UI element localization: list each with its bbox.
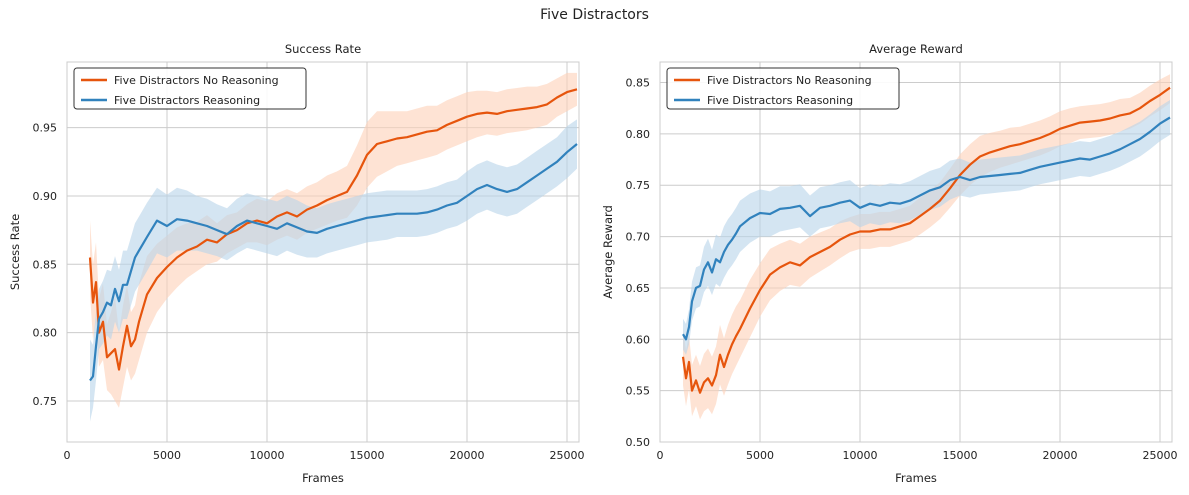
- average-reward-ytick-label: 0.65: [626, 282, 651, 295]
- average-reward-xtick-label: 5000: [746, 449, 774, 462]
- success-rate-ytick-label: 0.90: [33, 190, 58, 203]
- average-reward-xtick-label: 25000: [1143, 449, 1178, 462]
- average-reward-frame: [659, 61, 1173, 443]
- success-rate-xtick-label: 25000: [550, 449, 585, 462]
- average-reward-ytick-label: 0.75: [626, 179, 651, 192]
- success-rate-xlabel: Frames: [302, 471, 344, 485]
- average-reward-ytick-label: 0.60: [626, 333, 651, 346]
- success-rate-xtick-label: 5000: [153, 449, 181, 462]
- average-reward-panel: 0 5000 10000 15000 20000 25000 0.50 0.55 0.60 0.6…: [601, 42, 1178, 485]
- average-reward-legend-label-1: Five Distractors Reasoning: [707, 94, 853, 107]
- average-reward-legend-label-0: Five Distractors No Reasoning: [707, 74, 872, 87]
- average-reward-ylabel: Average Reward: [601, 205, 615, 299]
- average-reward-band-0: [683, 74, 1170, 420]
- success-rate-ytick-label: 0.95: [33, 122, 58, 135]
- average-reward-ytick-label: 0.55: [626, 385, 651, 398]
- average-reward-xtick-label: 0: [657, 449, 664, 462]
- success-rate-line-0: [88, 88, 578, 371]
- average-reward-band-1: [683, 100, 1170, 355]
- average-reward-ytick-label: 0.85: [626, 77, 651, 90]
- success-rate-ytick-label: 0.80: [33, 327, 58, 340]
- average-reward-xlabel: Frames: [895, 471, 937, 485]
- average-reward-line-1: [682, 116, 1171, 341]
- average-reward-ytick-label: 0.50: [626, 436, 651, 449]
- success-rate-legend-box: [73, 67, 307, 110]
- success-rate-panel: 0 5000 10000 15000 20000 25000 0.75 0.80 0.85 0.9…: [8, 42, 585, 485]
- success-rate-ylabel: Success Rate: [8, 214, 22, 290]
- average-reward-xtick-label: 15000: [943, 449, 978, 462]
- average-reward-xtick-label: 20000: [1043, 449, 1078, 462]
- success-rate-frame: [66, 61, 580, 443]
- average-reward-ytick-label: 0.80: [626, 128, 651, 141]
- average-reward-ytick-label: 0.70: [626, 231, 651, 244]
- success-rate-xtick-label: 20000: [450, 449, 485, 462]
- success-rate-xtick-label: 0: [64, 449, 71, 462]
- success-rate-legend: Five Distractors No Reasoning Five Distra…: [73, 67, 307, 110]
- success-rate-band-1: [90, 119, 577, 422]
- average-reward-title: Average Reward: [869, 42, 963, 56]
- success-rate-line-1: [89, 143, 578, 382]
- average-reward-line-0: [681, 86, 1171, 394]
- figure-title: Five Distractors: [540, 7, 649, 23]
- average-reward-legend-box: [666, 67, 900, 110]
- success-rate-ytick-label: 0.75: [33, 395, 58, 408]
- average-reward-legend: Five Distractors No Reasoning Five Distra…: [666, 67, 900, 110]
- success-rate-ytick-label: 0.85: [33, 258, 58, 271]
- success-rate-legend-label-0: Five Distractors No Reasoning: [114, 74, 279, 87]
- success-rate-legend-label-1: Five Distractors Reasoning: [114, 94, 260, 107]
- success-rate-title: Success Rate: [285, 42, 361, 56]
- success-rate-xtick-label: 10000: [250, 449, 285, 462]
- average-reward-xtick-label: 10000: [843, 449, 878, 462]
- success-rate-xtick-label: 15000: [350, 449, 385, 462]
